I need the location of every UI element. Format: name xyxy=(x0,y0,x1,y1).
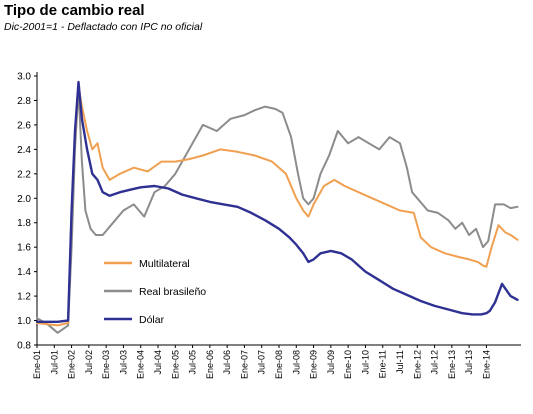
x-tick-label: Jul-08 xyxy=(291,350,301,375)
x-tick-label: Ene-07 xyxy=(239,350,249,379)
y-tick-label: 2.0 xyxy=(17,194,31,205)
x-tick-label: Ene-12 xyxy=(412,350,422,379)
x-tick-label: Ene-04 xyxy=(136,350,146,379)
y-tick-label: 0.8 xyxy=(17,341,31,352)
x-tick-label: Jul-12 xyxy=(430,350,440,375)
y-tick-label: 2.6 xyxy=(17,120,31,131)
y-tick-label: 1.0 xyxy=(17,316,31,327)
legend-label: Real brasileño xyxy=(139,286,206,298)
x-tick-label: Ene-02 xyxy=(67,350,77,379)
x-tick-label: Ene-09 xyxy=(309,350,319,379)
chart-legend: Multilateral Real brasileño Dólar xyxy=(104,258,206,326)
x-tick-label: Ene-08 xyxy=(274,350,284,379)
chart-title: Tipo de cambio real xyxy=(4,2,145,19)
x-tick-label: Ene-01 xyxy=(32,350,42,379)
x-tick-label: Ene-11 xyxy=(378,350,388,378)
y-tick-label: 1.8 xyxy=(17,218,31,229)
y-tick-label: 1.6 xyxy=(17,243,31,254)
x-tick-label: Ene-13 xyxy=(447,350,457,379)
x-tick-label: Jul-01 xyxy=(49,350,59,375)
x-tick-label: Ene-14 xyxy=(481,350,491,379)
y-tick-label: 3.0 xyxy=(17,72,31,83)
chart-axes: 3.02.82.62.42.22.01.81.61.41.21.00.8Ene-… xyxy=(17,72,521,379)
x-tick-label: Jul-07 xyxy=(257,350,267,375)
series-line-multilateral xyxy=(36,84,519,327)
legend-label: Dólar xyxy=(139,314,165,326)
x-tick-label: Jul-03 xyxy=(118,350,128,375)
x-tick-label: Ene-05 xyxy=(170,350,180,379)
y-tick-label: 1.4 xyxy=(17,267,31,278)
x-tick-label: Jul-02 xyxy=(84,350,94,375)
x-tick-label: Jul-11 xyxy=(395,350,405,374)
chart-series xyxy=(35,80,519,334)
x-tick-label: Ene-03 xyxy=(101,350,111,379)
x-tick-label: Ene-06 xyxy=(205,350,215,379)
x-tick-label: Jul-09 xyxy=(326,350,336,375)
series-line-real-brasile-o xyxy=(36,87,519,334)
x-tick-label: Jul-05 xyxy=(188,350,198,375)
y-tick-label: 1.2 xyxy=(17,292,31,303)
chart-subtitle: Dic-2001=1 - Deflactado con IPC no ofici… xyxy=(4,21,203,33)
legend-label: Multilateral xyxy=(139,258,190,270)
y-tick-label: 2.2 xyxy=(17,169,31,180)
y-tick-label: 2.8 xyxy=(17,96,31,107)
series-line-d-lar xyxy=(35,80,519,323)
y-tick-label: 2.4 xyxy=(17,145,31,156)
x-tick-label: Jul-06 xyxy=(222,350,232,375)
x-tick-label: Jul-04 xyxy=(153,350,163,375)
x-tick-label: Jul-13 xyxy=(464,350,474,375)
x-tick-label: Ene-10 xyxy=(343,350,353,379)
x-tick-label: Jul-10 xyxy=(360,350,370,375)
